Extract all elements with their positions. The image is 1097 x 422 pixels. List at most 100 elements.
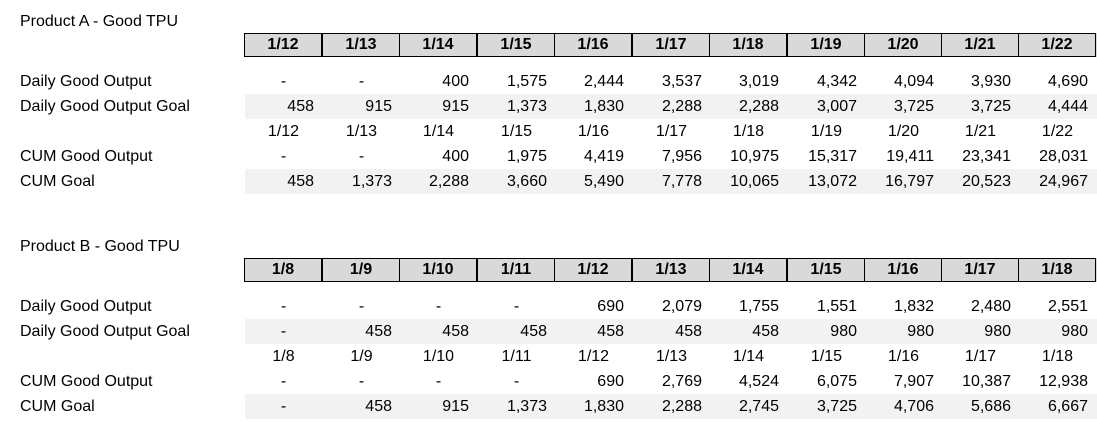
row-label[interactable]: Daily Good Output Goal (20, 323, 190, 340)
table-cell[interactable]: 3,007 (816, 98, 857, 115)
table-cell[interactable]: 23,341 (962, 148, 1011, 165)
table-cell[interactable]: 2,444 (583, 73, 624, 90)
header-cell[interactable]: 1/16 (864, 258, 942, 282)
table-cell[interactable]: 1/12 (267, 123, 300, 140)
table-cell[interactable]: 16,797 (885, 173, 934, 190)
table-cell[interactable]: 1/20 (887, 123, 920, 140)
table-cell[interactable]: 1/22 (1041, 123, 1074, 140)
header-cell[interactable]: 1/18 (709, 33, 787, 57)
table-cell[interactable]: 4,706 (893, 398, 934, 415)
table-cell[interactable]: 4,444 (1047, 98, 1088, 115)
table-cell[interactable]: 1/13 (345, 123, 378, 140)
table-cell[interactable]: 3,537 (661, 73, 702, 90)
table-cell[interactable]: 1/17 (964, 348, 997, 365)
row-label[interactable]: CUM Goal (20, 173, 95, 190)
table-cell[interactable]: 1/13 (655, 348, 688, 365)
header-cell[interactable]: 1/20 (864, 33, 942, 57)
table-cell[interactable]: - (513, 373, 520, 390)
table-cell[interactable]: 915 (442, 98, 469, 115)
table-cell[interactable]: 400 (442, 73, 469, 90)
table-cell[interactable]: 1/12 (577, 348, 610, 365)
row-label[interactable]: Daily Good Output (20, 73, 152, 90)
table-cell[interactable]: 6,075 (816, 373, 857, 390)
table-cell[interactable]: 1,575 (506, 73, 547, 90)
header-cell[interactable]: 1/14 (399, 33, 477, 57)
table-cell[interactable]: 4,419 (583, 148, 624, 165)
table-cell[interactable]: 7,956 (661, 148, 702, 165)
table-cell[interactable]: 1/15 (810, 348, 843, 365)
table-cell[interactable]: 2,288 (738, 98, 779, 115)
header-cell[interactable]: 1/17 (632, 33, 710, 57)
table-cell[interactable]: 1/14 (422, 123, 455, 140)
table-cell[interactable]: 2,288 (428, 173, 469, 190)
table-cell[interactable]: 20,523 (962, 173, 1011, 190)
table-cell[interactable]: 10,387 (962, 373, 1011, 390)
table-cell[interactable]: 2,745 (738, 398, 779, 415)
header-cell[interactable]: 1/9 (322, 258, 400, 282)
header-cell[interactable]: 1/14 (709, 258, 787, 282)
table-cell[interactable]: 1/17 (655, 123, 688, 140)
table-cell[interactable]: 6,667 (1047, 398, 1088, 415)
header-cell[interactable]: 1/12 (244, 33, 322, 57)
table-cell[interactable]: 458 (520, 323, 547, 340)
table-cell[interactable]: 15,317 (808, 148, 857, 165)
table-cell[interactable]: - (513, 298, 520, 315)
header-cell[interactable]: 1/13 (632, 258, 710, 282)
table-cell[interactable]: 1,373 (351, 173, 392, 190)
header-cell[interactable]: 1/13 (322, 33, 400, 57)
header-cell[interactable]: 1/22 (1018, 33, 1096, 57)
header-cell[interactable]: 1/8 (244, 258, 322, 282)
table-cell[interactable]: 1/18 (1041, 348, 1074, 365)
table-cell[interactable]: 980 (830, 323, 857, 340)
header-cell[interactable]: 1/15 (477, 33, 555, 57)
table-cell[interactable]: 1/10 (422, 348, 455, 365)
row-label[interactable]: CUM Good Output (20, 373, 153, 390)
table-cell[interactable]: 5,490 (583, 173, 624, 190)
table-cell[interactable]: 980 (984, 323, 1011, 340)
table-cell[interactable]: 1/16 (577, 123, 610, 140)
table-cell[interactable]: 2,288 (661, 398, 702, 415)
table-cell[interactable]: 1/18 (732, 123, 765, 140)
table-cell[interactable]: 1,975 (506, 148, 547, 165)
table-cell[interactable]: 980 (1061, 323, 1088, 340)
table-cell[interactable]: 458 (442, 323, 469, 340)
table-cell[interactable]: - (358, 73, 365, 90)
table-cell[interactable]: 3,930 (970, 73, 1011, 90)
table-cell[interactable]: 4,094 (893, 73, 934, 90)
table-cell[interactable]: 2,551 (1047, 298, 1088, 315)
table-cell[interactable]: 2,480 (970, 298, 1011, 315)
table-cell[interactable]: 3,725 (816, 398, 857, 415)
table-cell[interactable]: 3,725 (970, 98, 1011, 115)
table-cell[interactable]: 4,690 (1047, 73, 1088, 90)
table-cell[interactable]: 19,411 (886, 148, 934, 165)
table-cell[interactable]: 458 (287, 173, 314, 190)
table-cell[interactable]: 458 (597, 323, 624, 340)
table-cell[interactable]: 3,019 (738, 73, 779, 90)
table-cell[interactable]: - (358, 148, 365, 165)
table-cell[interactable]: 1,373 (506, 98, 547, 115)
table-cell[interactable]: 13,072 (808, 173, 857, 190)
table-cell[interactable]: - (280, 73, 287, 90)
table-cell[interactable]: 2,769 (661, 373, 702, 390)
table-cell[interactable]: 1/9 (350, 348, 373, 365)
header-cell[interactable]: 1/19 (787, 33, 865, 57)
table-cell[interactable]: - (280, 298, 287, 315)
table-cell[interactable]: 1/8 (272, 348, 295, 365)
table-cell[interactable]: 5,686 (970, 398, 1011, 415)
table-cell[interactable]: 915 (365, 98, 392, 115)
table-cell[interactable]: 1,832 (893, 298, 934, 315)
table-cell[interactable]: 4,342 (816, 73, 857, 90)
table-cell[interactable]: 1/14 (732, 348, 765, 365)
table-cell[interactable]: 458 (752, 323, 779, 340)
table-cell[interactable]: 7,907 (893, 373, 934, 390)
table-cell[interactable]: 7,778 (661, 173, 702, 190)
table-cell[interactable]: 1,830 (583, 398, 624, 415)
table-cell[interactable]: 1/11 (501, 348, 532, 365)
table-cell[interactable]: 4,524 (738, 373, 779, 390)
table-cell[interactable]: 1,551 (816, 298, 857, 315)
table-cell[interactable]: - (358, 298, 365, 315)
header-cell[interactable]: 1/17 (941, 258, 1019, 282)
row-label[interactable]: Daily Good Output (20, 298, 152, 315)
table-cell[interactable]: - (435, 373, 442, 390)
table-cell[interactable]: 3,660 (506, 173, 547, 190)
